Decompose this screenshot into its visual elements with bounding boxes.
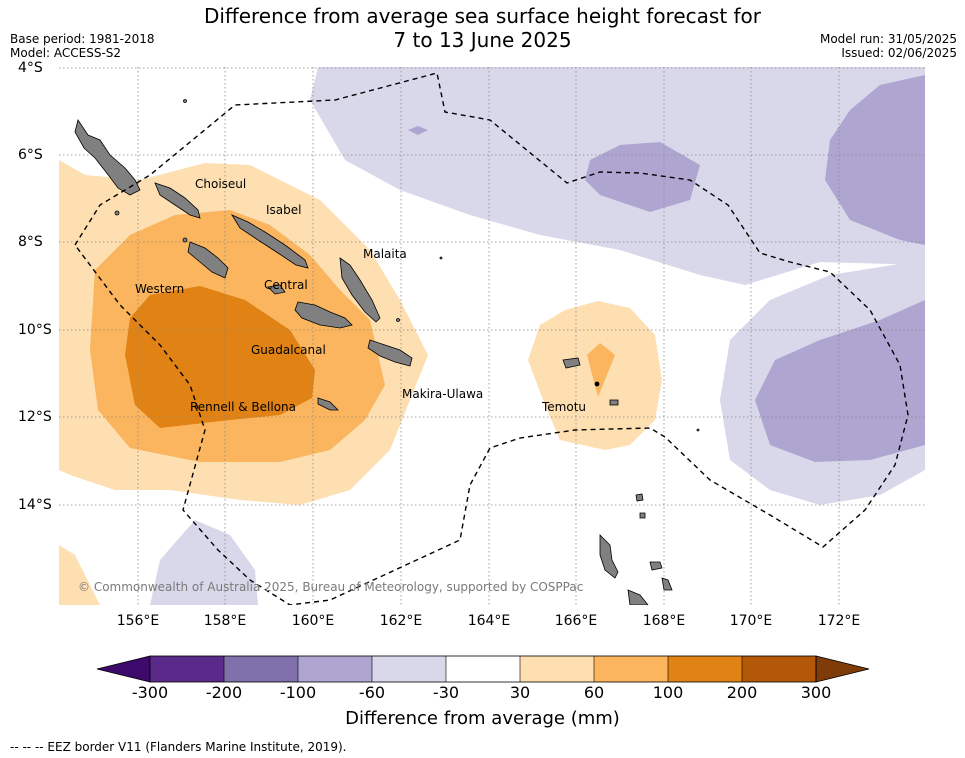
colorbar-label: Difference from average (mm) xyxy=(345,708,620,729)
lon-label-170e: 170°E xyxy=(729,613,773,629)
vanuatu-espiritu-santo xyxy=(599,534,619,579)
model-run-text: Model run: 31/05/2025 xyxy=(819,32,957,46)
base-period-text: Base period: 1981-2018 xyxy=(10,32,155,46)
colorbar-tick: -60 xyxy=(358,683,386,702)
malaita-island xyxy=(339,257,381,323)
vanuatu-small-4 xyxy=(639,512,646,519)
colorbar-bin-60-100 xyxy=(594,656,668,682)
lon-label-168e: 168°E xyxy=(642,613,686,629)
lat-label-4s: 4°S xyxy=(18,60,43,76)
rennell-island xyxy=(317,397,339,411)
contour-neg60-ne xyxy=(825,75,925,245)
santa-cruz-island xyxy=(562,357,581,369)
contour-pos100-solomons xyxy=(125,286,315,428)
colorbar-tick: 100 xyxy=(652,683,684,702)
vanuatu-small-3 xyxy=(635,493,644,502)
eez-legend-note: -- -- -- EEZ border V11 (Flanders Marine… xyxy=(10,740,347,754)
new-georgia-islands xyxy=(187,241,229,279)
colorbar-tick: 30 xyxy=(509,683,531,702)
region-label-guadalcanal: Guadalcanal xyxy=(251,343,326,357)
colorbar-arrow-high xyxy=(815,655,870,683)
temotu-small-island xyxy=(609,399,619,406)
gridlines xyxy=(59,67,925,605)
colorbar-arrow-low xyxy=(96,655,151,683)
title-line-2: 7 to 13 June 2025 xyxy=(393,28,572,52)
central-islands xyxy=(267,284,286,295)
colorbar-bin-200-300 xyxy=(742,656,816,682)
issued-text: Issued: 02/06/2025 xyxy=(841,46,957,60)
vanuatu-malekula xyxy=(627,589,649,605)
bougainville-island xyxy=(74,119,141,196)
land xyxy=(74,99,700,605)
contour-neg60-central xyxy=(585,142,700,212)
lat-label-8s: 8°S xyxy=(18,234,43,250)
region-label-rennell-bellona: Rennell & Bellona xyxy=(190,400,297,414)
lat-label-6s: 6°S xyxy=(18,147,43,163)
lat-label-12s: 12°S xyxy=(18,409,52,425)
colorbar-tick: -30 xyxy=(432,683,460,702)
lat-label-14s: 14°S xyxy=(18,497,52,513)
lon-label-158e: 158°E xyxy=(203,613,247,629)
colorbar-tick: 300 xyxy=(800,683,832,702)
region-label-isabel: Isabel xyxy=(266,203,302,217)
region-label-central: Central xyxy=(264,278,308,292)
colorbar xyxy=(96,655,870,683)
contour-pos60-temotu xyxy=(587,343,615,397)
region-label-choiseul: Choiseul xyxy=(195,177,247,191)
colorbar-tick: -300 xyxy=(131,683,169,702)
model-text: Model: ACCESS-S2 xyxy=(10,46,122,60)
colorbar-bin-neg300-neg200 xyxy=(150,656,224,682)
choiseul-island xyxy=(154,182,201,219)
colorbar-bin-neg60-neg30 xyxy=(372,656,446,682)
contour-pos30-sw xyxy=(59,545,100,605)
contour-neg60-east xyxy=(755,300,925,462)
lon-label-166e: 166°E xyxy=(554,613,598,629)
lon-label-162e: 162°E xyxy=(379,613,423,629)
region-label-temotu: Temotu xyxy=(542,400,587,414)
region-label-makira-ulawa: Makira-Ulawa xyxy=(402,387,484,401)
contour-neg60-small xyxy=(408,126,428,135)
colorbar-bin-neg100-neg60 xyxy=(298,656,372,682)
colorbar-tick: -100 xyxy=(279,683,317,702)
region-label-malaita: Malaita xyxy=(363,247,407,261)
vanuatu-small-2 xyxy=(661,577,673,591)
title-line-1: Difference from average sea surface heig… xyxy=(203,4,762,28)
guadalcanal-island xyxy=(294,301,353,329)
lon-label-160e: 160°E xyxy=(291,613,335,629)
lat-label-10s: 10°S xyxy=(18,322,52,338)
lon-label-172e: 172°E xyxy=(817,613,861,629)
isabel-island xyxy=(230,214,309,269)
lon-label-156e: 156°E xyxy=(116,613,160,629)
contour-neg30-south xyxy=(150,520,258,605)
eez-borders xyxy=(74,72,909,605)
chart-title: Difference from average sea surface heig… xyxy=(0,4,965,52)
eez-border-solomons xyxy=(74,72,909,605)
region-label-western: Western xyxy=(135,282,185,296)
map-area xyxy=(59,67,925,605)
colorbar-bin-30-60 xyxy=(520,656,594,682)
colorbar-tick: -200 xyxy=(205,683,243,702)
colorbar-tick: 200 xyxy=(726,683,758,702)
makira-island xyxy=(367,339,413,367)
colorbar-bin-neg200-neg100 xyxy=(224,656,298,682)
vanuatu-small-1 xyxy=(649,561,663,571)
colorbar-bin-neg30-30 xyxy=(446,656,520,682)
copyright-credit: © Commonwealth of Australia 2025, Bureau… xyxy=(78,580,584,594)
colorbar-tick: 60 xyxy=(583,683,605,702)
colorbar-bin-100-200 xyxy=(668,656,742,682)
lon-label-164e: 164°E xyxy=(467,613,511,629)
